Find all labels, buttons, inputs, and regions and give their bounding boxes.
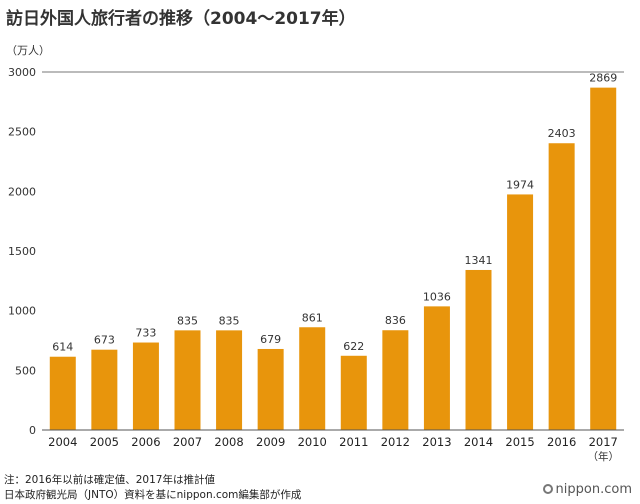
- footnote-source: 日本政府観光局（JNTO）資料を基にnippon.com編集部が作成: [4, 489, 302, 501]
- bar-value-label: 614: [52, 341, 73, 354]
- bar: [465, 269, 492, 430]
- bar: [548, 143, 575, 430]
- x-tick-label: 2017: [589, 435, 618, 449]
- x-tick-label: 2015: [505, 435, 534, 449]
- bar-value-label: 2869: [589, 72, 617, 85]
- y-tick-label: 1500: [8, 245, 36, 258]
- brand-name: nippon.com: [555, 482, 632, 497]
- x-tick-label: 2006: [131, 435, 160, 449]
- bar-value-label: 673: [94, 334, 115, 347]
- y-tick-label: 3000: [8, 66, 36, 79]
- bar: [49, 356, 76, 430]
- brand-icon: [542, 484, 553, 494]
- footnote-estimate: 注：2016年以前は確定値、2017年は推計値: [4, 474, 215, 486]
- bar: [91, 349, 118, 430]
- x-tick-label: 2012: [381, 435, 410, 449]
- bar-value-label: 733: [135, 327, 156, 340]
- chart-title: 訪日外国人旅行者の推移（2004～2017年）: [6, 9, 356, 29]
- y-tick-label: 0: [29, 424, 36, 437]
- bar-value-label: 2403: [548, 127, 576, 140]
- bar: [382, 330, 409, 430]
- y-tick-label: 500: [15, 364, 36, 377]
- y-axis-unit-label: （万人）: [6, 44, 50, 57]
- x-tick-label: 2016: [547, 435, 576, 449]
- x-tick-label: 2009: [256, 435, 285, 449]
- bar: [423, 306, 450, 430]
- x-axis-unit-label: （年）: [587, 450, 619, 463]
- bar-value-label: 1974: [506, 178, 534, 191]
- x-tick-label: 2008: [214, 435, 243, 449]
- x-tick-label: 2014: [464, 435, 493, 449]
- bar: [590, 87, 617, 431]
- x-tick-label: 2010: [298, 435, 327, 449]
- bar-value-label: 836: [385, 314, 406, 327]
- bar-value-label: 835: [219, 314, 240, 327]
- bar: [132, 342, 159, 430]
- bar: [257, 348, 284, 430]
- y-tick-label: 2500: [8, 126, 36, 139]
- bar: [340, 355, 367, 430]
- bar: [507, 194, 534, 430]
- x-tick-label: 2011: [339, 435, 368, 449]
- bar-value-label: 1341: [465, 254, 493, 267]
- bar-value-label: 861: [302, 311, 323, 324]
- bar-value-label: 835: [177, 314, 198, 327]
- y-tick-label: 2000: [8, 185, 36, 198]
- x-tick-label: 2013: [422, 435, 451, 449]
- bar: [216, 330, 243, 430]
- y-tick-label: 1000: [8, 305, 36, 318]
- bar: [174, 330, 201, 430]
- x-tick-label: 2004: [48, 435, 77, 449]
- brand-logo: nippon.com: [542, 482, 632, 497]
- x-tick-label: 2005: [90, 435, 119, 449]
- bar: [299, 327, 326, 430]
- bar-value-label: 622: [343, 340, 364, 353]
- bar-value-label: 1036: [423, 290, 451, 303]
- bar-value-label: 679: [260, 333, 281, 346]
- x-tick-label: 2007: [173, 435, 202, 449]
